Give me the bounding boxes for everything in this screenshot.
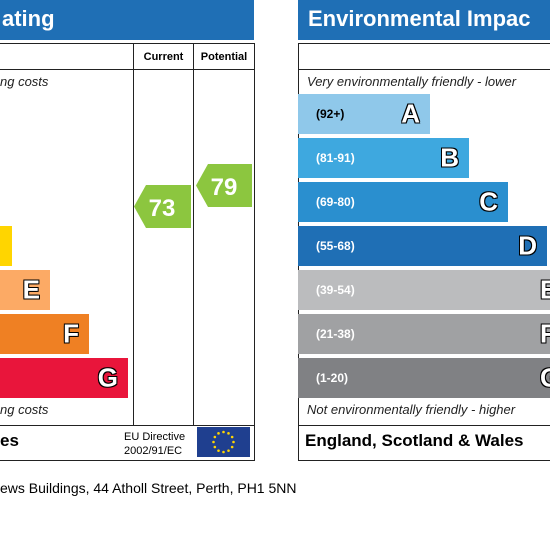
env-footer-label-text: England, Scotland & Wales <box>305 431 524 450</box>
eu-flag-icon <box>197 427 250 457</box>
potential-column-header-text: Potential <box>200 51 248 63</box>
eu-directive-line2: 2002/91/EC <box>124 445 183 457</box>
eu-directive-text: EU Directive 2002/91/EC <box>124 430 196 458</box>
potential-rating-arrow: 79 <box>196 164 252 207</box>
energy-bar-letter: E <box>22 274 40 305</box>
energy-panel-body <box>0 43 255 461</box>
eu-star <box>213 435 217 439</box>
env-bar-range: (92+) <box>316 107 345 121</box>
energy-header-divider <box>0 69 254 70</box>
energy-bottom-divider <box>0 425 254 426</box>
eu-star <box>230 445 234 449</box>
env-top-note: Very environmentally friendly - lower <box>307 74 550 89</box>
env-bar-letter: C <box>479 186 498 217</box>
potential-column-header: Potential <box>194 51 254 63</box>
env-panel-title-text: Environmental Impac <box>308 6 531 31</box>
env-top-note-text: Very environmentally friendly - lower <box>307 74 517 89</box>
eu-star <box>230 435 234 439</box>
eu-star <box>222 430 225 434</box>
current-rating-shape <box>134 185 191 228</box>
env-bar-range: (55-68) <box>316 239 355 253</box>
energy-bar-e: E <box>0 270 50 310</box>
current-rating-value: 73 <box>149 195 176 222</box>
env-bar-range: (1-20) <box>316 371 349 385</box>
env-bar-a: (92+) A <box>298 94 430 134</box>
env-bar-d: (55-68) D <box>298 226 547 266</box>
energy-footer-label: es <box>0 431 19 451</box>
env-bar-range: (21-38) <box>316 327 355 341</box>
env-header-divider <box>298 69 550 70</box>
energy-bar-letter: F <box>63 318 79 349</box>
energy-top-note-text: ng costs <box>0 74 49 89</box>
energy-bottom-note: ng costs <box>0 402 130 417</box>
eu-directive-line1: EU Directive <box>124 431 186 443</box>
energy-bar-f: F <box>0 314 89 354</box>
energy-bottom-note-text: ng costs <box>0 402 49 417</box>
eu-star <box>232 440 235 444</box>
potential-rating-shape <box>196 164 252 207</box>
property-address-text: ews Buildings, 44 Atholl Street, Perth, … <box>0 480 297 496</box>
energy-top-note: ng costs <box>0 74 130 89</box>
current-column-header-text: Current <box>143 51 184 63</box>
potential-column-left-border <box>193 43 194 426</box>
eu-star <box>212 440 215 444</box>
eu-star <box>227 432 230 435</box>
env-bottom-note: Not environmentally friendly - higher <box>307 402 550 417</box>
current-column-left-border <box>133 43 134 426</box>
env-bar-f: (21-38) F <box>298 314 550 354</box>
env-bar-letter: A <box>401 98 420 129</box>
env-bar-letter: F <box>540 318 550 349</box>
energy-footer-label-text: es <box>0 431 19 450</box>
env-bar-g: (1-20) G <box>298 358 550 398</box>
energy-bar-g: G <box>0 358 128 398</box>
env-bar-e: (39-54) E <box>298 270 550 310</box>
env-bar-letter: D <box>518 230 537 261</box>
env-bar-c: (69-80) C <box>298 182 508 222</box>
env-bar-b: (81-91) B <box>298 138 469 178</box>
eu-star <box>217 432 220 435</box>
eu-star <box>227 449 230 452</box>
energy-panel-title: ating <box>0 0 254 40</box>
eu-star <box>217 449 220 452</box>
env-bar-range: (81-91) <box>316 151 355 165</box>
env-panel-title: Environmental Impac <box>298 0 550 40</box>
env-bottom-divider <box>298 425 550 426</box>
property-address: ews Buildings, 44 Atholl Street, Perth, … <box>0 480 296 496</box>
env-bar-letter: G <box>540 363 550 394</box>
current-rating-arrow: 73 <box>134 185 191 228</box>
env-bar-letter: E <box>540 274 550 305</box>
energy-bar-letter: G <box>97 362 118 393</box>
potential-rating-value: 79 <box>211 174 238 201</box>
energy-bar-d <box>0 226 12 266</box>
env-bottom-note-text: Not environmentally friendly - higher <box>307 402 516 417</box>
env-bar-range: (39-54) <box>316 283 355 297</box>
current-column-header: Current <box>134 51 193 63</box>
eu-star <box>213 445 217 449</box>
env-bar-range: (69-80) <box>316 195 355 209</box>
env-footer-label: England, Scotland & Wales <box>305 431 524 451</box>
energy-panel-title-text: ating <box>2 6 55 31</box>
eu-star <box>222 450 225 454</box>
env-bar-letter: B <box>440 142 459 173</box>
